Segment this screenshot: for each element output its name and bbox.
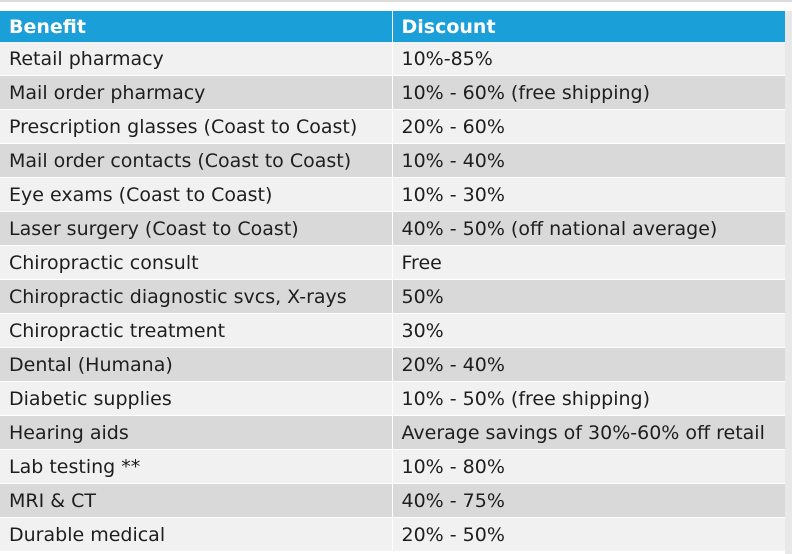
benefit-cell: Durable medical [0,517,393,552]
benefit-cell: Mail order contacts (Coast to Coast) [0,143,393,178]
table-row: Lab testing ** 10% - 80% [0,449,786,484]
benefits-table: Benefit Discount Retail pharmacy 10%-85% M… [0,11,786,552]
discount-cell: 10% - 60% (free shipping) [392,75,786,110]
table-row: Prescription glasses (Coast to Coast) 20%… [0,109,786,144]
benefit-cell: Laser surgery (Coast to Coast) [0,211,393,246]
benefit-cell: Chiropractic treatment [0,313,393,348]
discount-cell: 10% - 30% [392,177,786,212]
discount-cell: 10% - 80% [392,449,786,484]
discount-cell: 40% - 50% (off national average) [392,211,786,246]
benefit-cell: Prescription glasses (Coast to Coast) [0,109,393,144]
benefit-cell: Mail order pharmacy [0,75,393,110]
discount-cell: 10% - 50% (free shipping) [392,381,786,416]
scrollbar-track [785,11,792,554]
discount-cell: Average savings of 30%-60% off retail [392,415,786,450]
top-divider [0,0,792,2]
benefit-cell: MRI & CT [0,483,393,518]
discount-cell: 20% - 60% [392,109,786,144]
table-row: Chiropractic treatment 30% [0,313,786,348]
table-header-row: Benefit Discount [0,11,786,42]
table-row: Chiropractic diagnostic svcs, X-rays 50% [0,279,786,314]
table-row: Retail pharmacy 10%-85% [0,42,786,76]
discount-cell: 20% - 40% [392,347,786,382]
benefit-cell: Hearing aids [0,415,393,450]
discount-cell: 50% [392,279,786,314]
benefit-cell: Chiropractic diagnostic svcs, X-rays [0,279,393,314]
header-discount: Discount [392,11,786,42]
benefit-cell: Lab testing ** [0,449,393,484]
table-row: Diabetic supplies 10% - 50% (free shippin… [0,381,786,416]
benefit-cell: Eye exams (Coast to Coast) [0,177,393,212]
table-row: Laser surgery (Coast to Coast) 40% - 50% … [0,211,786,246]
table-row: Chiropractic consult Free [0,245,786,280]
discount-cell: 30% [392,313,786,348]
table-row: Dental (Humana) 20% - 40% [0,347,786,382]
table-row: MRI & CT 40% - 75% [0,483,786,518]
table-row: Eye exams (Coast to Coast) 10% - 30% [0,177,786,212]
table-row: Mail order pharmacy 10% - 60% (free shipp… [0,75,786,110]
header-benefit: Benefit [0,11,393,42]
discount-cell: 40% - 75% [392,483,786,518]
discount-cell: 10% - 40% [392,143,786,178]
benefit-cell: Chiropractic consult [0,245,393,280]
benefit-cell: Diabetic supplies [0,381,393,416]
discount-cell: 20% - 50% [392,517,786,552]
table-row: Hearing aids Average savings of 30%-60% o… [0,415,786,450]
discount-cell: Free [392,245,786,280]
discount-cell: 10%-85% [392,42,786,76]
table-row: Durable medical 20% - 50% [0,517,786,552]
benefit-cell: Dental (Humana) [0,347,393,382]
benefit-cell: Retail pharmacy [0,42,393,76]
table-row: Mail order contacts (Coast to Coast) 10% … [0,143,786,178]
